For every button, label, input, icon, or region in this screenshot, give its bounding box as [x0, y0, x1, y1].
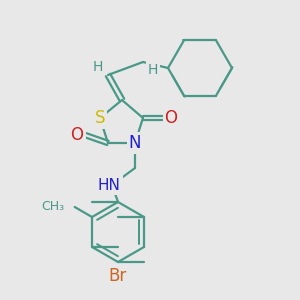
Text: H: H	[93, 60, 103, 74]
Text: H: H	[148, 63, 158, 77]
Text: CH₃: CH₃	[42, 200, 65, 214]
Text: Br: Br	[109, 267, 127, 285]
Text: HN: HN	[98, 178, 120, 193]
Text: N: N	[129, 134, 141, 152]
Text: O: O	[164, 109, 178, 127]
Text: S: S	[95, 109, 105, 127]
Text: O: O	[70, 126, 83, 144]
